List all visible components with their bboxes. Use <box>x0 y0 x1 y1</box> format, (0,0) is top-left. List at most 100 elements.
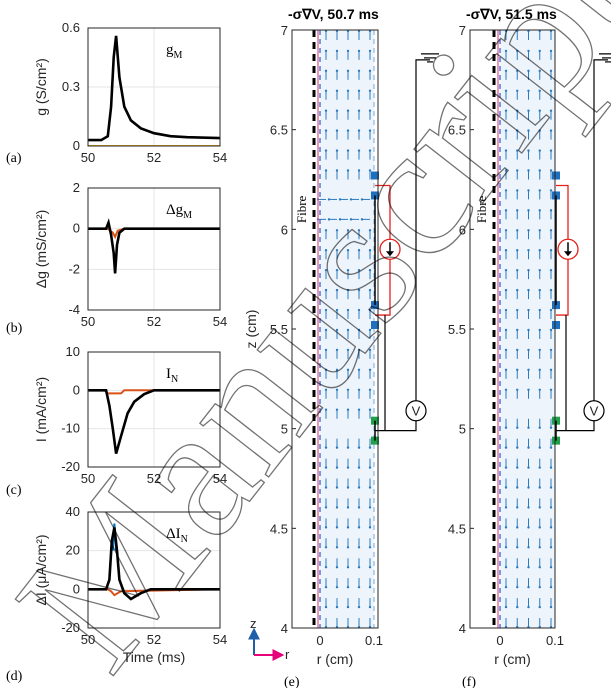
qe-arrowhead-13-2 <box>346 348 350 352</box>
qe-arrowhead-18-1 <box>335 249 339 252</box>
p2-xtick-0: 50 <box>81 471 95 486</box>
qe-arrowhead-21-3 <box>349 198 353 201</box>
qf-arrowhead-22-0 <box>504 169 508 172</box>
qe-meter-wire <box>375 59 430 432</box>
qe-arrowhead-11-1 <box>335 388 339 391</box>
qe-voltmeter <box>405 400 427 422</box>
qe-arrowhead-23-4 <box>368 149 372 152</box>
qe-electrode-3 <box>371 321 379 330</box>
qe-arrowhead-26-0 <box>324 89 328 92</box>
qe-arrowhead-25-0 <box>324 109 328 112</box>
qf-arrowhead-2-2 <box>527 585 530 589</box>
qe-arrowhead-7-3 <box>357 486 361 489</box>
qf-arrowhead-26-3 <box>538 89 541 92</box>
qf-arrowhead-27-4 <box>549 69 553 73</box>
qf-arrowhead-15-0 <box>504 308 508 312</box>
qf-arrowhead-24-2 <box>527 129 530 132</box>
qf-arrowhead-15-2 <box>527 308 530 312</box>
qe-arrowhead-11-2 <box>346 388 350 391</box>
qf-arrowhead-16-1 <box>516 288 519 292</box>
qe-ytick-1: 4.5 <box>270 521 288 536</box>
p1-ytick-0: -4 <box>68 302 80 317</box>
qf-arrowhead-5-2 <box>527 526 530 529</box>
p0-ytick-0: 0 <box>73 138 80 153</box>
qf-ytick-3: 5.5 <box>448 322 466 337</box>
p0-ytick-2: 0.6 <box>62 20 80 35</box>
qe-panel-label: (e) <box>284 675 300 688</box>
p1-ylabel: Δg (mS/cm²) <box>33 210 49 289</box>
qe-arrowhead-22-1 <box>335 169 339 172</box>
qe-arrowhead-16-1 <box>335 288 339 292</box>
p0-ytick-1: 0.3 <box>62 79 80 94</box>
qe-title: -σ∇V, 50.7 ms <box>288 6 379 22</box>
qf-arrowhead-19-0 <box>504 229 508 232</box>
qf-arrowhead-21-3 <box>538 189 541 192</box>
qe-arrowhead-4-1 <box>335 546 339 549</box>
qe-arrowhead-25-3 <box>357 109 361 112</box>
qf-arrowhead-11-4 <box>549 388 553 391</box>
qf-arrowhead-16-4 <box>549 288 553 292</box>
qe-arrowhead-13-3 <box>357 348 361 352</box>
qe-arrowhead-5-0 <box>324 526 328 529</box>
qe-arrowhead-18-4 <box>368 249 372 252</box>
qe-ytick-4: 6 <box>281 222 288 237</box>
qe-arrowhead-22-0 <box>324 169 328 172</box>
qe-arrowhead-27-1 <box>335 69 339 73</box>
qe-arrowhead-24-2 <box>346 129 350 132</box>
qe-arrowhead-20-1 <box>327 218 331 221</box>
qf-arrowhead-25-1 <box>516 109 519 112</box>
qe-arrowhead-1-1 <box>335 605 339 609</box>
qe-arrowhead-6-2 <box>346 506 350 509</box>
qe-fibre-label: Fibre <box>294 195 309 223</box>
qe-arrowhead-5-1 <box>335 526 339 529</box>
qf-arrowhead-3-1 <box>516 566 519 569</box>
qf-arrowhead-28-1 <box>516 49 519 53</box>
p3-xtick-0: 50 <box>81 632 95 647</box>
qf-arrowhead-11-0 <box>504 388 508 391</box>
qe-arrowhead-15-4 <box>368 308 372 312</box>
p2-ytick-2: 0 <box>73 382 80 397</box>
qf-arrowhead-25-3 <box>538 109 541 112</box>
qe-arrowhead-4-0 <box>324 546 328 549</box>
qe-arrowhead-4-4 <box>368 546 372 549</box>
qe-arrowhead-27-3 <box>357 69 361 73</box>
p3-ytick-3: 40 <box>66 504 80 519</box>
qe-arrowhead-3-1 <box>335 566 339 569</box>
qf-arrowhead-16-3 <box>538 288 541 292</box>
axis-indicator: z r <box>248 616 290 662</box>
qf-arrowhead-24-3 <box>538 129 541 132</box>
qf-arrowhead-1-4 <box>549 605 553 609</box>
qe-arrowhead-11-3 <box>357 388 361 391</box>
qf-arrowhead-6-4 <box>549 506 553 509</box>
qe-electrode-0 <box>371 171 379 180</box>
qf-arrowhead-20-0 <box>504 209 508 212</box>
qf-arrowhead-22-4 <box>549 169 553 172</box>
qf-arrowhead-5-3 <box>538 526 541 529</box>
qf-arrowhead-22-1 <box>516 169 519 172</box>
qf-xtick-1: 0.1 <box>546 633 564 648</box>
qe-arrowhead-10-4 <box>368 408 372 411</box>
qf-arrowhead-13-3 <box>538 348 541 352</box>
qf-arrowhead-19-1 <box>516 229 519 232</box>
qe-arrowhead-15-0 <box>324 308 328 312</box>
p0-xtick-1: 52 <box>147 150 161 165</box>
p2-ytick-1: -10 <box>61 421 80 436</box>
qe-arrowhead-18-2 <box>346 249 350 252</box>
qf-arrowhead-27-1 <box>516 69 519 73</box>
qf-arrowhead-8-4 <box>549 466 553 469</box>
qf-arrowhead-12-4 <box>549 368 553 372</box>
qf-arrowhead-11-1 <box>516 388 519 391</box>
qf-arrowhead-10-2 <box>527 426 530 429</box>
p1-ytick-3: 2 <box>73 180 80 195</box>
qe-arrowhead-7-1 <box>335 486 339 489</box>
qe-arrowhead-23-2 <box>346 149 350 152</box>
qf-arrowhead-14-3 <box>538 328 541 332</box>
qe-arrowhead-21-2 <box>338 198 342 201</box>
qf-meter-wire <box>556 59 608 432</box>
p3-xtick-2: 54 <box>213 632 227 647</box>
qf-arrowhead-17-1 <box>516 268 519 272</box>
qe-arrowhead-16-0 <box>324 288 328 292</box>
qe-arrowhead-24-4 <box>368 129 372 132</box>
